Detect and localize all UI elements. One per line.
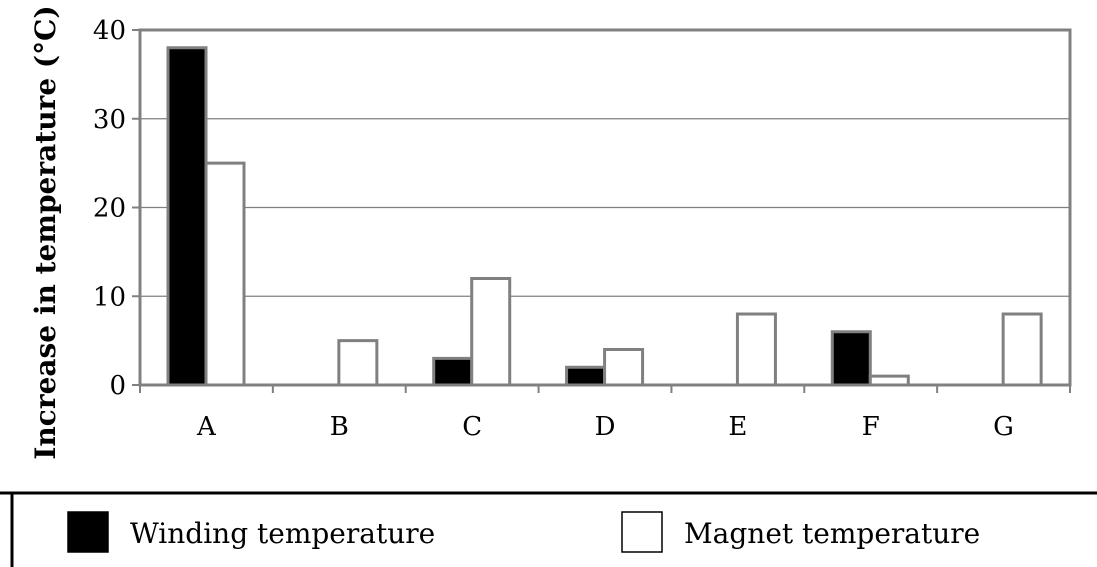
- x-axis: A B C D E F G: [139, 385, 1071, 442]
- y-tick-label: 20: [93, 194, 126, 224]
- bar-B-magnet: [337, 339, 379, 387]
- legend-border: [0, 491, 1097, 567]
- bar-F-magnet: [868, 374, 910, 387]
- bars: [166, 46, 1043, 387]
- x-tick-label: A: [196, 412, 217, 442]
- y-tick-label: 30: [93, 105, 126, 135]
- x-tick-label: B: [330, 412, 349, 442]
- y-axis: 0 10 20 30 40: [93, 16, 140, 401]
- x-tick-label: D: [595, 412, 616, 442]
- legend-swatch-winding: [67, 511, 109, 553]
- bar-F-winding: [830, 330, 872, 387]
- bar-C-winding: [432, 356, 474, 387]
- bar-G-magnet: [1001, 312, 1043, 387]
- bar-E-magnet: [735, 312, 777, 387]
- y-axis-label: Increase in temperature (°C): [29, 5, 62, 459]
- y-tick-label: 0: [109, 371, 126, 401]
- bar-A-winding: [166, 46, 208, 387]
- legend-label-magnet: Magnet temperature: [684, 517, 980, 550]
- legend: Winding temperature Magnet temperature: [0, 491, 1097, 567]
- bar-A-magnet: [204, 161, 246, 387]
- y-tick-label: 10: [93, 282, 126, 312]
- x-tick-label: G: [993, 412, 1014, 442]
- x-tick-label: F: [862, 412, 880, 442]
- legend-label-winding: Winding temperature: [130, 517, 435, 550]
- x-tick-label: E: [728, 412, 747, 442]
- bar-D-magnet: [603, 348, 645, 387]
- bar-C-magnet: [470, 277, 512, 387]
- x-tick-label: C: [462, 412, 482, 442]
- gridlines: [140, 118, 1070, 297]
- bar-D-winding: [565, 365, 607, 387]
- y-tick-label: 40: [93, 16, 126, 46]
- legend-swatch-magnet: [621, 511, 663, 553]
